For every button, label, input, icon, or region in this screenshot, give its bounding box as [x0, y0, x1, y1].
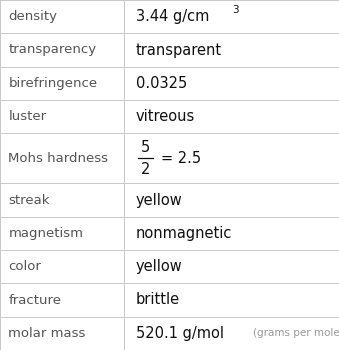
Text: yellow: yellow: [136, 259, 182, 274]
Text: transparent: transparent: [136, 42, 222, 57]
Text: 5: 5: [140, 140, 150, 155]
Text: 520.1 g/mol: 520.1 g/mol: [136, 326, 224, 341]
Text: transparency: transparency: [8, 43, 97, 56]
Text: 3: 3: [232, 5, 239, 15]
Text: (grams per mole): (grams per mole): [253, 328, 339, 338]
Text: fracture: fracture: [8, 294, 61, 307]
Text: nonmagnetic: nonmagnetic: [136, 226, 232, 241]
Text: 2: 2: [140, 162, 150, 177]
Text: vitreous: vitreous: [136, 109, 195, 124]
Text: luster: luster: [8, 110, 46, 123]
Text: magnetism: magnetism: [8, 227, 83, 240]
Text: yellow: yellow: [136, 193, 182, 208]
Text: Mohs hardness: Mohs hardness: [8, 152, 108, 165]
Text: streak: streak: [8, 194, 50, 206]
Text: density: density: [8, 10, 58, 23]
Text: brittle: brittle: [136, 293, 180, 308]
Text: color: color: [8, 260, 41, 273]
Text: = 2.5: = 2.5: [161, 151, 201, 166]
Text: molar mass: molar mass: [8, 327, 86, 340]
Text: 3.44 g/cm: 3.44 g/cm: [136, 9, 209, 24]
Text: 0.0325: 0.0325: [136, 76, 187, 91]
Text: birefringence: birefringence: [8, 77, 98, 90]
